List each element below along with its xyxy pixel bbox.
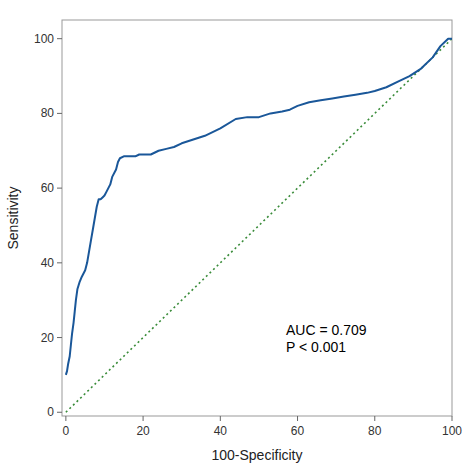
chart: 0 20 40 60 80 100 0 20 40 60 80 100 100-Specificity S… [0,0,474,474]
y-tick [57,262,62,263]
y-tick [57,188,62,189]
x-tick-label: 0 [63,424,70,438]
x-tick-label: 40 [214,424,228,438]
y-tick-label: 0 [47,405,54,419]
roc-curve [66,39,452,375]
annotation: AUC = 0.709P < 0.001 [286,322,367,355]
y-axis-label: Sensitivity [5,186,21,249]
y-tick [57,412,62,413]
plot-area [66,39,452,413]
x-tick [220,416,221,421]
x-axis-label: 100-Specificity [211,447,302,463]
y-tick-label: 20 [41,331,55,345]
y-tick-label: 100 [34,32,54,46]
plot-frame [62,20,452,416]
x-tick-label: 20 [136,424,150,438]
y-tick-label: 60 [41,181,55,195]
y-tick [57,113,62,114]
y-tick-label: 80 [41,106,55,120]
y-tick [57,38,62,39]
x-tick-label: 100 [442,424,462,438]
x-tick [143,416,144,421]
x-tick [297,416,298,421]
y-tick-label: 40 [41,256,55,270]
x-tick [452,416,453,421]
y-tick [57,337,62,338]
x-tick [374,416,375,421]
x-tick-label: 60 [291,424,305,438]
reference-line [66,39,452,413]
x-tick-label: 80 [368,424,382,438]
x-tick [65,416,66,421]
